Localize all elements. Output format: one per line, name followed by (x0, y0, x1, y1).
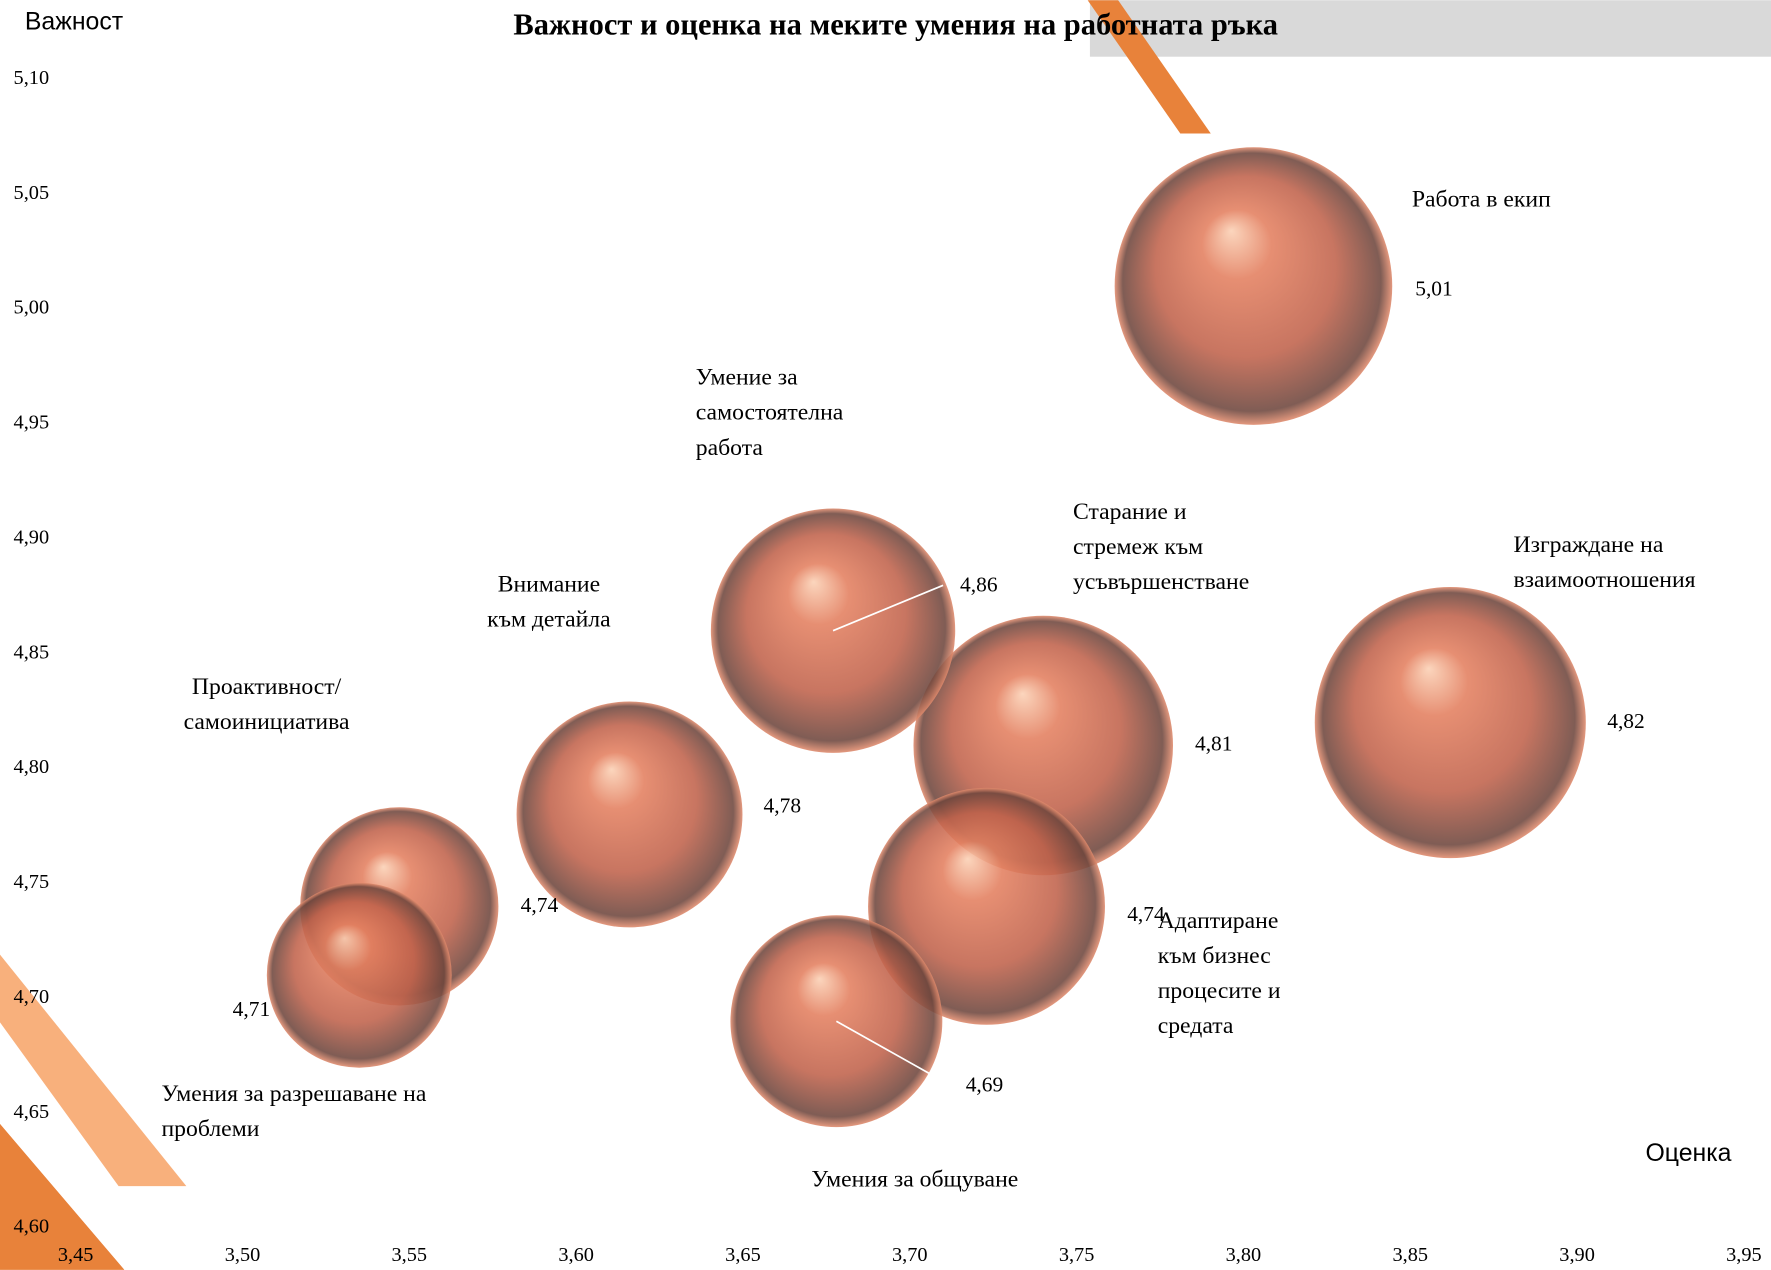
decor-stripe (1087, 0, 1211, 134)
x-tick-label: 3,45 (58, 1244, 94, 1266)
chart-title: Важност и оценка на меките умения на раб… (513, 7, 1278, 41)
y-tick-label: 4,90 (14, 526, 50, 548)
x-tick-label: 3,50 (225, 1244, 261, 1266)
bubble-name: Адаптиране към бизнес процесите и средата (1158, 908, 1281, 1039)
bubble-name: Внимание към детайла (487, 572, 611, 633)
value-label: 4,74 (521, 893, 559, 917)
x-tick-label: 3,60 (558, 1244, 594, 1266)
bubble-name: Проактивност/самоинициатива (184, 675, 350, 736)
x-tick-label: 3,95 (1726, 1244, 1762, 1266)
value-label: 4,74 (1127, 902, 1165, 926)
y-tick-label: 5,10 (14, 67, 50, 89)
x-tick-label: 3,65 (725, 1244, 761, 1266)
leader-line (832, 584, 944, 632)
bubble-name: Умения за разрешаване на проблеми (162, 1081, 427, 1142)
y-tick-label: 4,70 (14, 986, 50, 1008)
value-label: 4,86 (960, 572, 998, 596)
value-label: 4,78 (764, 794, 802, 818)
bubble (266, 882, 452, 1068)
bubble (516, 701, 743, 928)
bubble (1314, 587, 1586, 859)
value-label: 5,01 (1415, 276, 1453, 300)
x-tick-label: 3,70 (892, 1244, 928, 1266)
x-tick-label: 3,90 (1559, 1244, 1595, 1266)
x-tick-label: 3,80 (1226, 1244, 1262, 1266)
value-label: 4,82 (1607, 709, 1645, 733)
bubble (1114, 147, 1393, 425)
x-axis-title: Оценка (1645, 1140, 1731, 1167)
y-tick-label: 5,00 (14, 297, 50, 319)
x-tick-label: 3,55 (392, 1244, 428, 1266)
y-tick-label: 4,65 (14, 1101, 50, 1123)
value-label: 4,69 (966, 1073, 1004, 1097)
bubble-name: Умения за общуване (811, 1167, 1018, 1193)
value-label: 4,81 (1195, 732, 1233, 756)
y-tick-label: 4,95 (14, 412, 50, 434)
y-tick-label: 4,75 (14, 871, 50, 893)
value-label: 4,71 (233, 997, 271, 1021)
y-tick-label: 4,80 (14, 756, 50, 778)
x-tick-label: 3,75 (1059, 1244, 1095, 1266)
y-tick-label: 5,05 (14, 182, 50, 204)
bubble-name: Работа в екип (1412, 187, 1551, 213)
bubble-name: Изграждане на взаимоотношения (1513, 532, 1695, 593)
leader-line (835, 1020, 934, 1077)
bubble-name: Умение за самостоятелна работа (696, 365, 844, 461)
y-axis-title: Важност (25, 8, 123, 35)
x-tick-label: 3,85 (1392, 1244, 1428, 1266)
header-band (1089, 0, 1771, 57)
bubble (868, 787, 1105, 1025)
y-tick-label: 4,60 (14, 1216, 50, 1238)
bubble-name: Старание и стремеж към усъвършенстване (1073, 500, 1249, 596)
y-tick-label: 4,85 (14, 641, 50, 663)
